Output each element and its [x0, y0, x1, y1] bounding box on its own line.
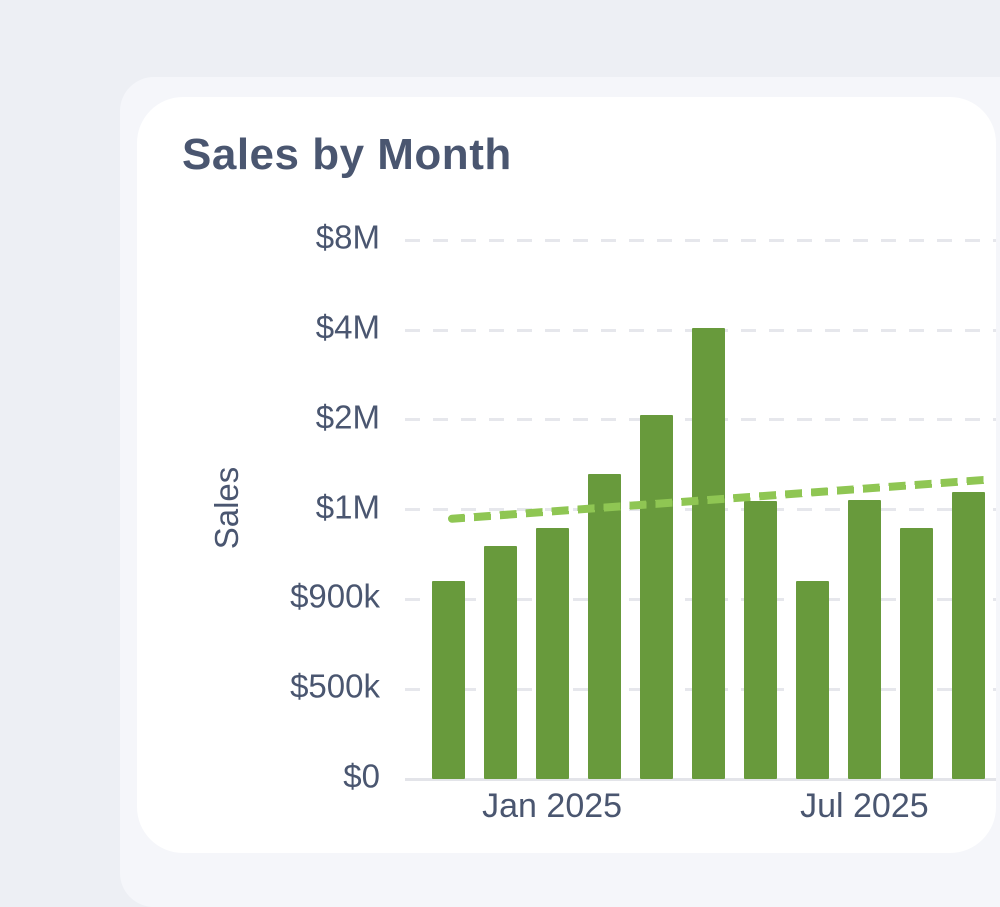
y-tick-label: $0 — [343, 757, 380, 795]
chart-title: Sales by Month — [182, 130, 512, 179]
bar-dec-2024[interactable] — [483, 545, 517, 779]
bar-sep-2025[interactable] — [952, 491, 985, 779]
bar-may-2025[interactable] — [743, 500, 777, 779]
x-tick-label: Jul 2025 — [800, 787, 929, 825]
page-background: { "card": { "background": "#ffffff" }, "… — [182, 130, 996, 825]
bar-feb-2025[interactable] — [587, 473, 621, 779]
stage: Sales by Month Sales $0 $500k $900k $1M $2M $… — [182, 130, 996, 825]
bar-aug-2025[interactable] — [899, 527, 933, 779]
bar-jun-2025[interactable] — [795, 581, 829, 779]
bar-jan-2025[interactable] — [535, 527, 569, 779]
y-tick-label: $900k — [290, 578, 380, 616]
x-tick-label: Jan 2025 — [482, 787, 623, 825]
y-tick-label: $4M — [315, 308, 380, 346]
y-tick-label: $2M — [315, 398, 380, 436]
bar-jul-2025[interactable] — [847, 499, 881, 779]
bar-apr-2025[interactable] — [691, 327, 725, 779]
bar-nov-2024[interactable] — [431, 581, 465, 779]
gridline — [405, 238, 996, 242]
bar-mar-2025[interactable] — [639, 415, 673, 779]
y-tick-label: $500k — [290, 667, 380, 705]
x-axis-baseline — [405, 777, 996, 781]
y-tick-label: $8M — [315, 218, 380, 256]
y-tick-label: $1M — [315, 488, 380, 526]
